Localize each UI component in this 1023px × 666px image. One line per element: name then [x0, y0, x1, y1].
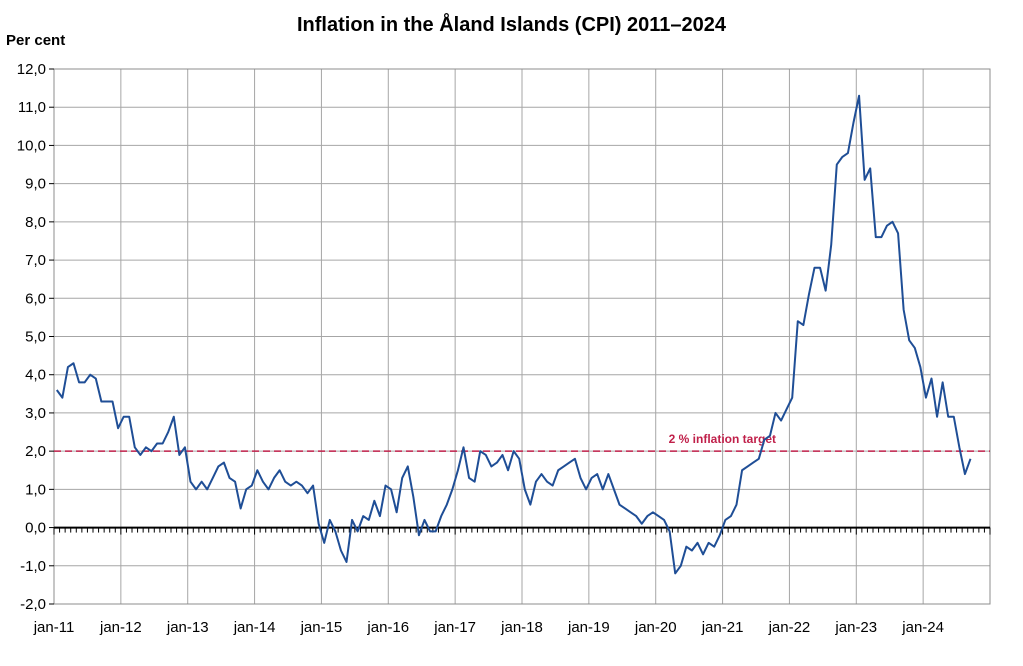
x-tick-label: jan-15 — [300, 619, 343, 636]
x-tick-label: jan-11 — [33, 619, 75, 636]
y-tick-label: 0,0 — [25, 520, 46, 537]
y-tick-label: 10,0 — [17, 137, 46, 154]
chart-title: Inflation in the Åland Islands (CPI) 201… — [296, 14, 726, 36]
x-tick-label: jan-20 — [634, 619, 677, 636]
x-axis-ticks: jan-11 jan-12 jan-13 jan-14 jan-15 jan-16 jan-… — [33, 619, 944, 636]
x-tick-label: jan-24 — [901, 619, 944, 636]
y-tick-label: 9,0 — [25, 176, 46, 193]
y-tick-label: 1,0 — [25, 481, 46, 498]
x-tick-label: jan-12 — [99, 619, 142, 636]
y-tick-label: 2,0 — [25, 443, 46, 460]
x-tick-label: jan-13 — [166, 619, 209, 636]
y-tick-label: -1,0 — [20, 558, 46, 575]
x-tick-label: jan-21 — [701, 619, 744, 636]
x-tick-label: jan-14 — [233, 619, 276, 636]
y-tick-label: 11,0 — [18, 99, 46, 116]
y-tick-label: 8,0 — [25, 214, 46, 231]
zero-axis — [53, 526, 991, 535]
y-tick-label: 7,0 — [25, 252, 46, 269]
y-axis-unit-label: Per cent — [6, 32, 66, 49]
x-tick-label: jan-19 — [567, 619, 610, 636]
series-line-cpi — [55, 94, 972, 575]
x-tick-label: jan-18 — [500, 619, 543, 636]
y-tick-label: 6,0 — [25, 290, 46, 307]
y-tick-label: 5,0 — [25, 329, 46, 346]
x-tick-label: jan-16 — [366, 619, 409, 636]
y-axis-ticks: -2,0 -1,0 0,0 1,0 2,0 3,0 4,0 5,0 6,0 7,0 8,0 9,0 10… — [17, 61, 54, 613]
x-tick-label: jan-23 — [834, 619, 877, 636]
x-tick-label: jan-22 — [768, 619, 811, 636]
y-tick-label: 4,0 — [25, 367, 46, 384]
y-tick-label: -2,0 — [20, 596, 46, 613]
x-tick-label: jan-17 — [433, 619, 476, 636]
inflation-target-label: 2 % inflation target — [669, 432, 776, 446]
y-tick-label: 12,0 — [17, 61, 46, 78]
y-tick-label: 3,0 — [25, 405, 46, 422]
